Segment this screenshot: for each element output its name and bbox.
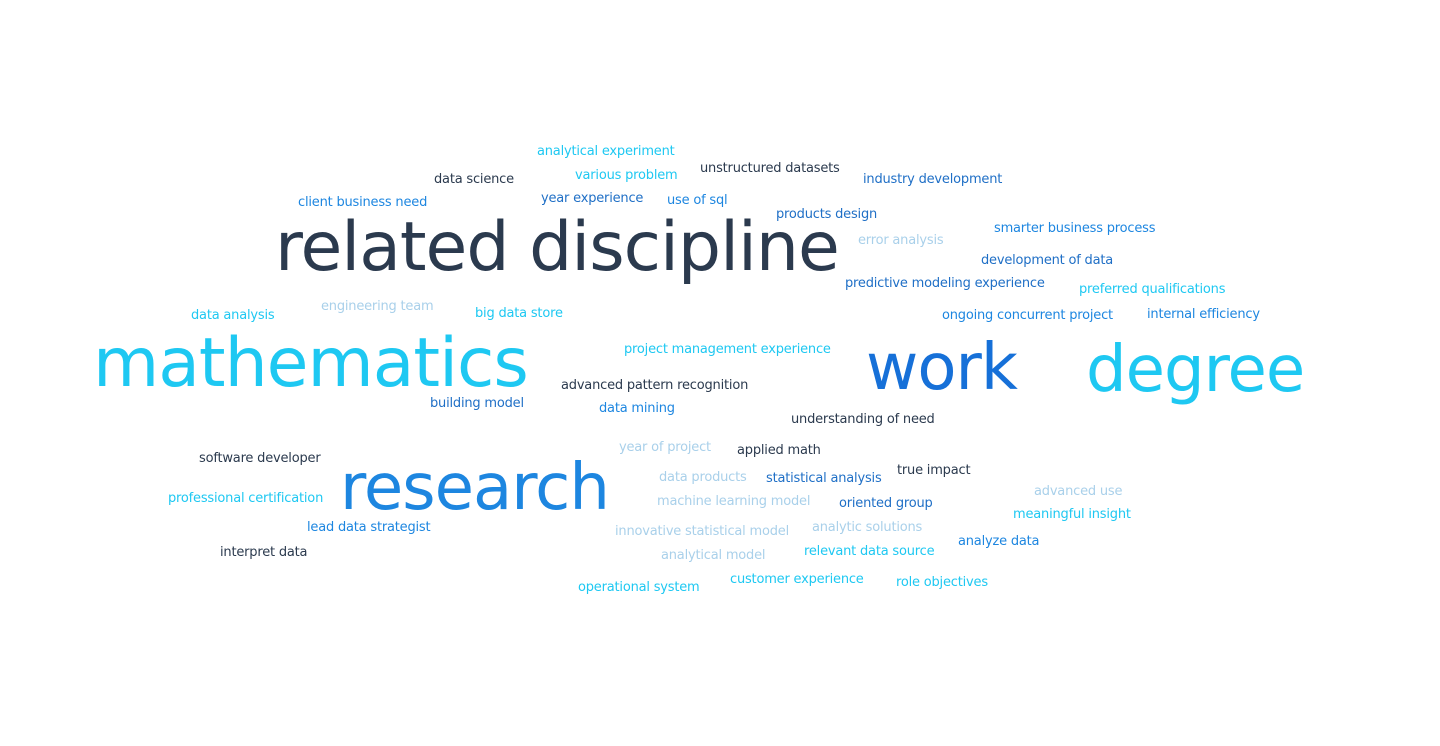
- word-advanced-use: advanced use: [1034, 484, 1123, 499]
- word-software-developer: software developer: [199, 451, 321, 466]
- word-data-analysis: data analysis: [191, 308, 275, 323]
- word-internal-efficiency: internal efficiency: [1147, 307, 1260, 322]
- word-role-objectives: role objectives: [896, 575, 988, 590]
- word-oriented-group: oriented group: [839, 496, 933, 511]
- word-meaningful-insight: meaningful insight: [1013, 507, 1131, 522]
- word-various-problem: various problem: [575, 168, 678, 183]
- word-preferred-qualifications: preferred qualifications: [1079, 282, 1226, 297]
- word-innovative-statistical-model: innovative statistical model: [615, 524, 790, 539]
- word-lead-data-strategist: lead data strategist: [307, 520, 431, 535]
- word-operational-system: operational system: [578, 580, 700, 595]
- word-work: work: [866, 331, 1018, 405]
- word-applied-math: applied math: [737, 443, 821, 458]
- word-analytic-solutions: analytic solutions: [812, 520, 923, 535]
- word-project-management-experience: project management experience: [624, 342, 831, 357]
- word-data-science: data science: [434, 172, 514, 187]
- word-relevant-data-source: relevant data source: [804, 544, 935, 559]
- word-building-model: building model: [430, 396, 524, 411]
- word-machine-learning-model: machine learning model: [657, 494, 811, 509]
- word-research: research: [340, 451, 610, 525]
- word-client-business-need: client business need: [298, 195, 428, 210]
- word-understanding-of-need: understanding of need: [791, 412, 935, 427]
- word-year-of-project: year of project: [619, 440, 711, 455]
- word-engineering-team: engineering team: [321, 299, 434, 314]
- word-industry-development: industry development: [863, 172, 1003, 187]
- word-smarter-business-process: smarter business process: [994, 221, 1156, 236]
- word-mathematics: mathematics: [93, 324, 529, 403]
- word-ongoing-concurrent-project: ongoing concurrent project: [942, 308, 1113, 323]
- word-big-data-store: big data store: [475, 306, 563, 321]
- word-development-of-data: development of data: [981, 253, 1114, 268]
- word-data-products: data products: [659, 470, 747, 485]
- word-customer-experience: customer experience: [730, 572, 864, 587]
- word-error-analysis: error analysis: [858, 233, 944, 248]
- word-related-discipline: related discipline: [275, 208, 840, 287]
- word-data-mining: data mining: [599, 401, 675, 416]
- word-analyze-data: analyze data: [958, 534, 1040, 549]
- word-use-of-sql: use of sql: [667, 193, 728, 208]
- word-predictive-modeling-experience: predictive modeling experience: [845, 276, 1045, 291]
- word-unstructured-datasets: unstructured datasets: [700, 161, 840, 176]
- word-advanced-pattern-recognition: advanced pattern recognition: [561, 378, 749, 393]
- word-statistical-analysis: statistical analysis: [766, 471, 882, 486]
- word-professional-certification: professional certification: [168, 491, 324, 506]
- word-analytical-experiment: analytical experiment: [537, 144, 675, 159]
- word-products-design: products design: [776, 207, 878, 222]
- word-true-impact: true impact: [897, 463, 971, 478]
- word-degree: degree: [1086, 333, 1305, 407]
- word-interpret-data: interpret data: [220, 545, 308, 560]
- word-year-experience: year experience: [541, 191, 644, 206]
- word-analytical-model: analytical model: [661, 548, 766, 563]
